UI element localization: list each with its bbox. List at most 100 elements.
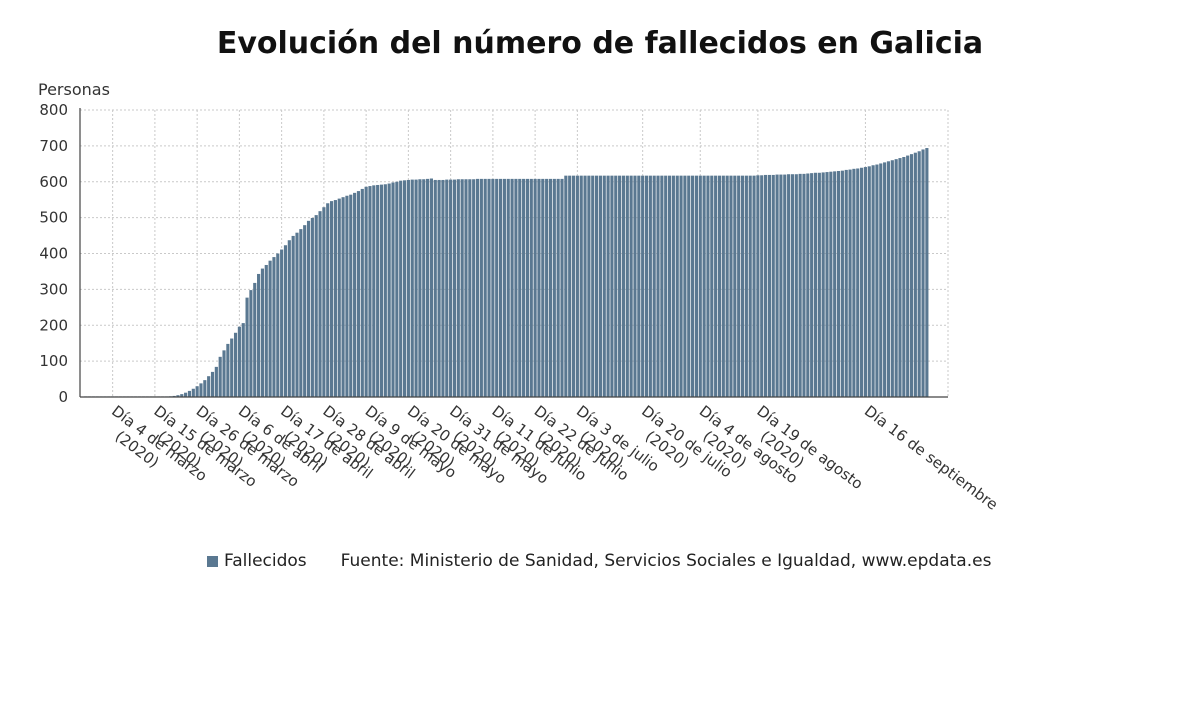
- bar: [249, 290, 253, 397]
- x-tick-label: Día 16 de septiembre: [861, 402, 1001, 514]
- bar: [410, 179, 414, 397]
- y-axis-label: Personas: [38, 80, 110, 99]
- bar: [210, 371, 215, 397]
- bar: [675, 175, 679, 397]
- bar: [422, 179, 426, 397]
- bar: [568, 175, 572, 397]
- bar: [387, 183, 391, 397]
- bar: [310, 217, 314, 397]
- bar: [326, 203, 330, 397]
- bar: [514, 178, 518, 397]
- bar: [767, 174, 771, 397]
- bar: [863, 167, 867, 397]
- bar: [314, 215, 318, 397]
- y-tick-label: 800: [39, 101, 68, 119]
- y-tick-label: 200: [39, 316, 68, 334]
- svg-text:Día 16 de septiembre: Día 16 de septiembre: [861, 402, 1001, 514]
- bar: [595, 175, 599, 397]
- bar: [502, 178, 506, 397]
- bar: [522, 178, 526, 397]
- bar: [687, 175, 691, 397]
- bar: [257, 273, 261, 397]
- bar: [360, 188, 364, 397]
- bar: [483, 178, 487, 397]
- bar: [541, 178, 545, 397]
- y-tick-label: 600: [39, 173, 68, 191]
- bar: [306, 220, 311, 397]
- bar: [902, 157, 906, 397]
- bar: [260, 268, 265, 397]
- legend-swatch: [207, 555, 218, 567]
- bar: [860, 167, 864, 397]
- bar: [464, 179, 468, 397]
- bar: [487, 178, 491, 397]
- y-tick-label: 500: [39, 209, 68, 227]
- bar: [537, 178, 541, 397]
- bar: [856, 168, 860, 397]
- bar: [548, 178, 553, 397]
- bar: [763, 174, 768, 397]
- bar: [806, 173, 810, 397]
- bar: [760, 175, 764, 397]
- bar: [883, 162, 887, 397]
- bar: [575, 175, 579, 397]
- bar: [475, 178, 480, 397]
- bar: [372, 185, 376, 397]
- bar: [533, 178, 537, 397]
- legend: Fallecidos Fuente: Ministerio de Sanidad…: [207, 551, 991, 571]
- bar: [276, 253, 280, 397]
- bar: [452, 179, 457, 397]
- bar: [698, 175, 702, 397]
- bar: [214, 366, 218, 397]
- bar: [836, 170, 841, 397]
- bar: [729, 175, 733, 397]
- bar: [414, 179, 418, 397]
- bar: [472, 179, 476, 397]
- bar: [525, 178, 530, 397]
- bar: [740, 175, 745, 397]
- bar: [821, 172, 825, 397]
- bar: [710, 175, 714, 397]
- bar: [744, 175, 748, 397]
- bar: [598, 175, 602, 397]
- bar: [748, 175, 752, 397]
- bars: [84, 148, 929, 397]
- bar: [652, 175, 656, 397]
- bar: [456, 179, 460, 397]
- bar: [840, 170, 844, 397]
- bar: [510, 178, 514, 397]
- bar: [222, 350, 226, 397]
- bar: [418, 179, 422, 397]
- bar: [268, 260, 272, 397]
- bar: [356, 191, 361, 397]
- bar: [906, 155, 910, 397]
- bar: [794, 174, 798, 397]
- bar: [287, 240, 291, 397]
- bar: [618, 175, 622, 397]
- bar: [664, 175, 668, 397]
- bar: [460, 179, 464, 397]
- source-text: Fuente: Ministerio de Sanidad, Servicios…: [340, 551, 992, 571]
- bar: [245, 297, 249, 397]
- bar: [218, 356, 222, 397]
- bar: [379, 184, 384, 397]
- bar: [648, 175, 652, 397]
- bar: [752, 175, 756, 397]
- bar: [829, 171, 833, 397]
- bar: [349, 194, 353, 397]
- bar: [322, 207, 326, 397]
- bar: [337, 198, 341, 397]
- bar: [264, 264, 268, 397]
- y-tick-labels: 0 100 200 300 400 500 600 700 800: [39, 101, 68, 406]
- bar: [725, 175, 729, 397]
- bar: [848, 169, 852, 397]
- bar: [191, 388, 195, 397]
- bar: [187, 390, 192, 397]
- bar: [329, 201, 334, 397]
- bar: [376, 184, 380, 397]
- bar: [825, 172, 829, 397]
- bar: [391, 182, 395, 397]
- bar: [406, 179, 410, 397]
- bar: [449, 179, 453, 397]
- bar: [694, 175, 699, 397]
